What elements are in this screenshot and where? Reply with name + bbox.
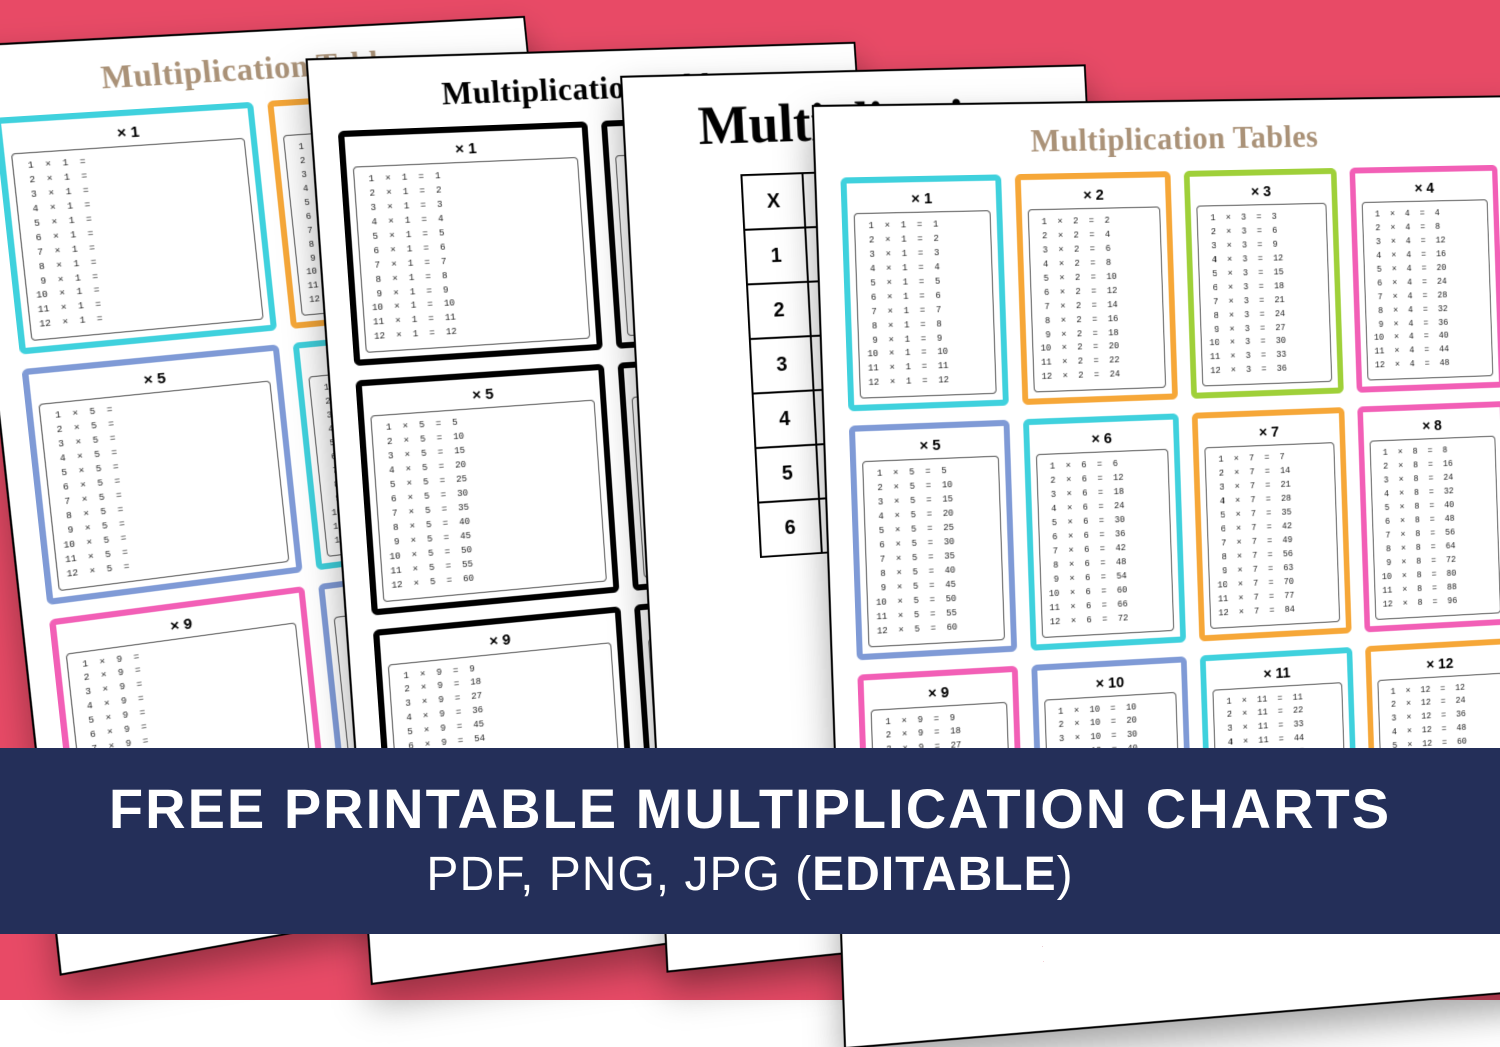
times-table-rows: 1 × 6 = 6 2 × 6 = 12 3 × 6 = 18 4 × 6 = …	[1035, 449, 1174, 638]
table-row: 12 × 2 = 24	[1041, 367, 1157, 385]
times-table-rows: 1 × 5 = 5 2 × 5 = 10 3 × 5 = 15 4 × 5 = …	[862, 456, 1004, 647]
sheet-title: Multiplication Tables	[839, 115, 1497, 163]
banner-headline: FREE PRINTABLE MULTIPLICATION CHARTS	[20, 776, 1480, 841]
times-table-header: × 2	[1026, 185, 1159, 205]
grid-row-header: 3	[750, 336, 814, 393]
times-table-header: × 8	[1368, 415, 1495, 437]
times-table-box: × 5 1 × 5 = 5 2 × 5 = 10 3 × 5 = 15 4 × …	[849, 420, 1017, 660]
times-table-header: × 3	[1196, 182, 1326, 202]
grid-row-header: 1	[744, 227, 808, 284]
times-table-rows: 1 × 5 = 2 × 5 = 3 × 5 = 4 × 5 = 5 × 5 = …	[38, 381, 289, 591]
times-table-box: × 5 1 × 5 = 2 × 5 = 3 × 5 = 4 × 5 = 5 × …	[21, 345, 302, 605]
times-table-box: × 5 1 × 5 = 5 2 × 5 = 10 3 × 5 = 15 4 × …	[355, 364, 619, 615]
times-table-box: × 8 1 × 8 = 8 2 × 8 = 16 3 × 8 = 24 4 × …	[1357, 401, 1500, 632]
times-table-rows: 1 × 5 = 5 2 × 5 = 10 3 × 5 = 15 4 × 5 = …	[370, 400, 607, 602]
times-table-header: × 10	[1043, 670, 1176, 695]
table-row: 12 × 1 = 12	[868, 373, 987, 391]
banner-sub-bold: EDITABLE	[812, 848, 1056, 901]
times-table-rows: 1 × 2 = 2 2 × 2 = 4 3 × 2 = 6 4 × 2 = 8 …	[1027, 206, 1166, 392]
banner-sub-a: PDF, PNG, JPG (	[426, 848, 812, 901]
banner-sub-c: )	[1057, 848, 1074, 901]
table-row: 12 × 3 = 36	[1210, 362, 1323, 380]
grid-row-header: 4	[753, 390, 817, 448]
banner-subline: PDF, PNG, JPG (EDITABLE)	[20, 847, 1480, 902]
times-table-box: × 3 1 × 3 = 3 2 × 3 = 6 3 × 3 = 9 4 × 3 …	[1184, 168, 1344, 399]
times-table-rows: 1 × 1 = 1 2 × 1 = 2 3 × 1 = 3 4 × 1 = 4 …	[353, 157, 591, 353]
times-table-rows: 1 × 3 = 3 2 × 3 = 6 3 × 3 = 9 4 × 3 = 12…	[1196, 203, 1331, 387]
times-table-rows: 1 × 1 = 2 × 1 = 3 × 1 = 4 × 1 = 5 × 1 = …	[11, 138, 264, 341]
grid-row-header: 2	[747, 282, 811, 339]
times-table-header: × 5	[861, 435, 998, 458]
grid-row-header: 5	[755, 445, 819, 503]
times-table-box: × 1 1 × 1 = 1 2 × 1 = 2 3 × 1 = 3 4 × 1 …	[338, 121, 603, 366]
times-table-box: × 4 1 × 4 = 4 2 × 4 = 8 3 × 4 = 12 4 × 4…	[1349, 165, 1500, 393]
times-table-box: × 6 1 × 6 = 6 2 × 6 = 12 3 × 6 = 18 4 × …	[1023, 414, 1187, 651]
grid-header-cell: X	[741, 173, 805, 230]
times-table-rows: 1 × 1 = 1 2 × 1 = 2 3 × 1 = 3 4 × 1 = 4 …	[854, 210, 997, 399]
times-table-rows: 1 × 8 = 8 2 × 8 = 16 3 × 8 = 24 4 × 8 = …	[1369, 436, 1500, 620]
times-table-header: × 6	[1035, 428, 1168, 450]
times-table-header: × 1	[853, 189, 990, 209]
times-table-header: × 12	[1376, 652, 1500, 676]
times-table-box: × 1 1 × 1 = 2 × 1 = 3 × 1 = 4 × 1 = 5 × …	[0, 102, 277, 355]
times-table-rows: 1 × 4 = 4 2 × 4 = 8 3 × 4 = 12 4 × 4 = 1…	[1361, 199, 1493, 381]
grid-row-header: 6	[758, 499, 822, 557]
times-table-header: × 4	[1361, 179, 1488, 198]
table-row: 12 × 4 = 48	[1375, 356, 1485, 373]
times-table-box: × 2 1 × 2 = 2 2 × 2 = 4 3 × 2 = 6 4 × 2 …	[1014, 171, 1178, 405]
times-table-header: × 9	[870, 680, 1007, 705]
times-table-header: × 11	[1212, 661, 1342, 685]
times-table-rows: 1 × 7 = 7 2 × 7 = 14 3 × 7 = 21 4 × 7 = …	[1204, 442, 1339, 628]
times-table-box: × 1 1 × 1 = 1 2 × 1 = 2 3 × 1 = 3 4 × 1 …	[840, 174, 1008, 411]
title-banner: FREE PRINTABLE MULTIPLICATION CHARTS PDF…	[0, 748, 1500, 934]
times-table-header: × 7	[1204, 422, 1334, 444]
times-table-box: × 7 1 × 7 = 7 2 × 7 = 14 3 × 7 = 21 4 × …	[1192, 407, 1351, 641]
